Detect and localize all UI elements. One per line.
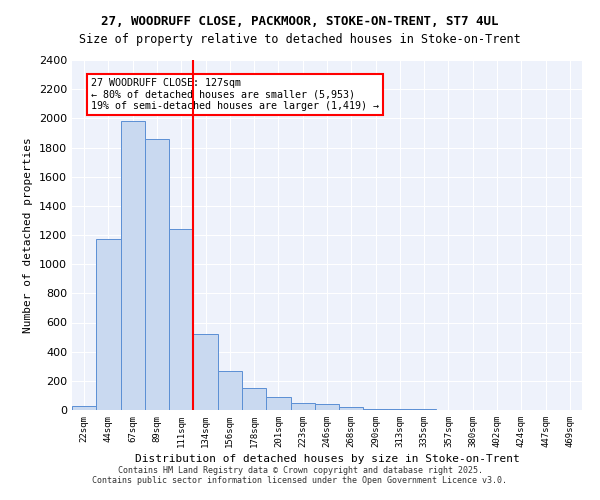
Bar <box>121 122 145 410</box>
Bar <box>242 388 266 410</box>
Bar <box>364 408 388 410</box>
Text: 27, WOODRUFF CLOSE, PACKMOOR, STOKE-ON-TRENT, ST7 4UL: 27, WOODRUFF CLOSE, PACKMOOR, STOKE-ON-T… <box>101 15 499 28</box>
Text: Size of property relative to detached houses in Stoke-on-Trent: Size of property relative to detached ho… <box>79 32 521 46</box>
Bar <box>290 404 315 410</box>
Bar <box>72 406 96 410</box>
Bar <box>96 240 121 410</box>
Bar <box>145 139 169 410</box>
Bar <box>315 404 339 410</box>
Bar <box>193 334 218 410</box>
Text: 27 WOODRUFF CLOSE: 127sqm
← 80% of detached houses are smaller (5,953)
19% of se: 27 WOODRUFF CLOSE: 127sqm ← 80% of detac… <box>91 78 379 110</box>
Bar <box>169 229 193 410</box>
Bar <box>266 397 290 410</box>
Bar <box>218 370 242 410</box>
Y-axis label: Number of detached properties: Number of detached properties <box>23 137 34 333</box>
Bar <box>339 407 364 410</box>
X-axis label: Distribution of detached houses by size in Stoke-on-Trent: Distribution of detached houses by size … <box>134 454 520 464</box>
Text: Contains HM Land Registry data © Crown copyright and database right 2025.
Contai: Contains HM Land Registry data © Crown c… <box>92 466 508 485</box>
